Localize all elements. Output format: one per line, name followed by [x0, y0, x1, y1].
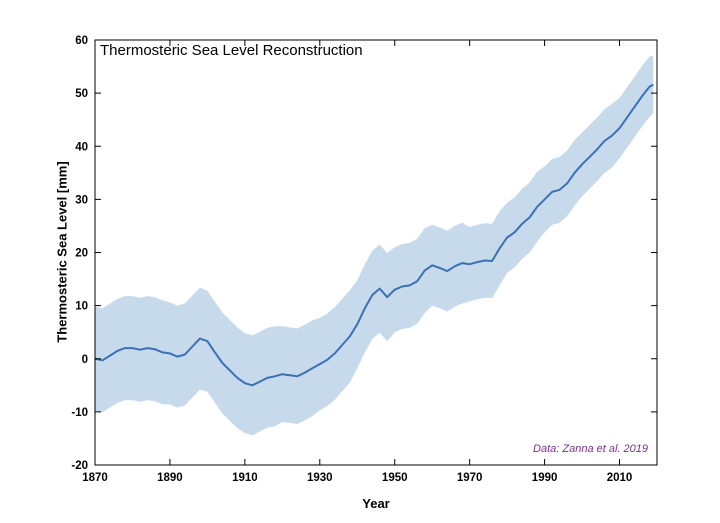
x-tick-label: 2010 — [607, 472, 633, 484]
data-line — [94, 83, 654, 387]
y-tick-label: 30 — [75, 194, 88, 206]
y-tick-label: 10 — [75, 301, 88, 313]
y-tick-label: -10 — [71, 407, 88, 419]
chart-title: Thermosteric Sea Level Reconstruction — [100, 42, 363, 59]
x-tick-label: 1990 — [532, 472, 558, 484]
x-tick-label: 1970 — [457, 472, 483, 484]
y-tick-label: 60 — [75, 35, 88, 47]
y-tick-label: 0 — [82, 354, 88, 366]
x-tick-label: 1930 — [307, 472, 333, 484]
x-axis-label: Year — [362, 496, 390, 511]
y-axis-label: Thermosteric Sea Level [mm] — [54, 161, 70, 343]
y-tick-label: 40 — [75, 141, 88, 153]
x-tick-label: 1910 — [232, 472, 258, 484]
x-tick-label: 1870 — [82, 472, 108, 484]
y-tick-label: 20 — [75, 248, 88, 260]
y-tick-label: -20 — [71, 460, 88, 472]
x-tick-label: 1950 — [382, 472, 408, 484]
x-tick-label: 1890 — [157, 472, 183, 484]
data-source-annotation: Data: Zanna et al. 2019 — [533, 443, 648, 455]
confidence-band — [95, 55, 654, 436]
y-tick-label: 50 — [75, 88, 88, 100]
